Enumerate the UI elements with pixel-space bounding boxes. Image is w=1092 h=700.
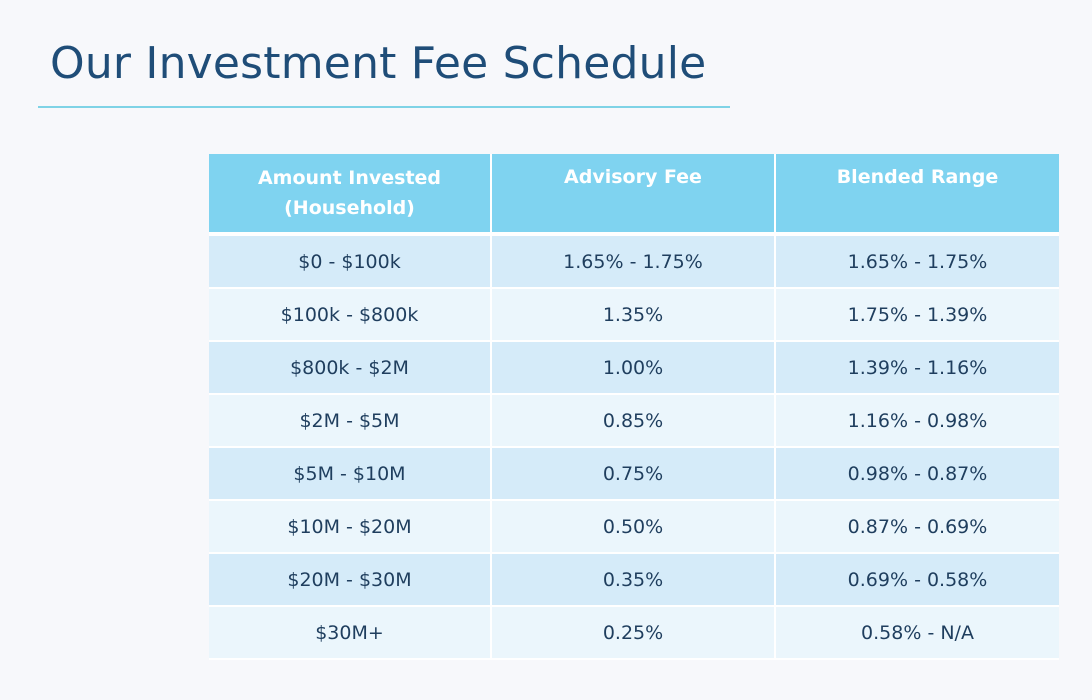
- table-row: $5M - $10M 0.75% 0.98% - 0.87%: [209, 447, 1059, 501]
- cell-amount: $5M - $10M: [209, 447, 492, 501]
- header-amount-invested: Amount Invested (Household): [209, 154, 492, 236]
- table-header-row: Amount Invested (Household) Advisory Fee…: [209, 154, 1059, 236]
- header-amount-line1: Amount Invested: [257, 167, 442, 189]
- cell-advisory-fee: 0.75%: [491, 447, 776, 501]
- table-row: $0 - $100k 1.65% - 1.75% 1.65% - 1.75%: [209, 234, 1059, 289]
- title-underline: [38, 106, 730, 108]
- cell-blended-range: 0.98% - 0.87%: [775, 447, 1059, 501]
- cell-blended-range: 1.39% - 1.16%: [775, 341, 1059, 395]
- cell-amount: $10M - $20M: [209, 500, 492, 554]
- header-amount-line2: (Household): [284, 197, 415, 219]
- cell-blended-range: 0.58% - N/A: [775, 606, 1059, 660]
- cell-amount: $20M - $30M: [209, 553, 492, 607]
- table-row: $2M - $5M 0.85% 1.16% - 0.98%: [209, 394, 1059, 448]
- cell-blended-range: 1.75% - 1.39%: [775, 288, 1059, 342]
- table-row: $30M+ 0.25% 0.58% - N/A: [209, 606, 1059, 660]
- cell-advisory-fee: 0.25%: [491, 606, 776, 660]
- cell-blended-range: 1.16% - 0.98%: [775, 394, 1059, 448]
- cell-amount: $100k - $800k: [209, 288, 492, 342]
- cell-advisory-fee: 0.85%: [491, 394, 776, 448]
- cell-advisory-fee: 1.65% - 1.75%: [491, 234, 776, 289]
- header-blended-range: Blended Range: [775, 154, 1059, 236]
- slide-title: Our Investment Fee Schedule: [50, 38, 707, 89]
- table-row: $10M - $20M 0.50% 0.87% - 0.69%: [209, 500, 1059, 554]
- cell-amount: $30M+: [209, 606, 492, 660]
- table-row: $100k - $800k 1.35% 1.75% - 1.39%: [209, 288, 1059, 342]
- cell-blended-range: 1.65% - 1.75%: [775, 234, 1059, 289]
- fee-schedule-table: Amount Invested (Household) Advisory Fee…: [209, 154, 1059, 660]
- cell-amount: $800k - $2M: [209, 341, 492, 395]
- header-advisory-fee: Advisory Fee: [491, 154, 776, 236]
- cell-amount: $0 - $100k: [209, 234, 492, 289]
- table-row: $20M - $30M 0.35% 0.69% - 0.58%: [209, 553, 1059, 607]
- cell-blended-range: 0.69% - 0.58%: [775, 553, 1059, 607]
- cell-amount: $2M - $5M: [209, 394, 492, 448]
- table-row: $800k - $2M 1.00% 1.39% - 1.16%: [209, 341, 1059, 395]
- cell-advisory-fee: 1.35%: [491, 288, 776, 342]
- cell-advisory-fee: 1.00%: [491, 341, 776, 395]
- cell-blended-range: 0.87% - 0.69%: [775, 500, 1059, 554]
- cell-advisory-fee: 0.35%: [491, 553, 776, 607]
- cell-advisory-fee: 0.50%: [491, 500, 776, 554]
